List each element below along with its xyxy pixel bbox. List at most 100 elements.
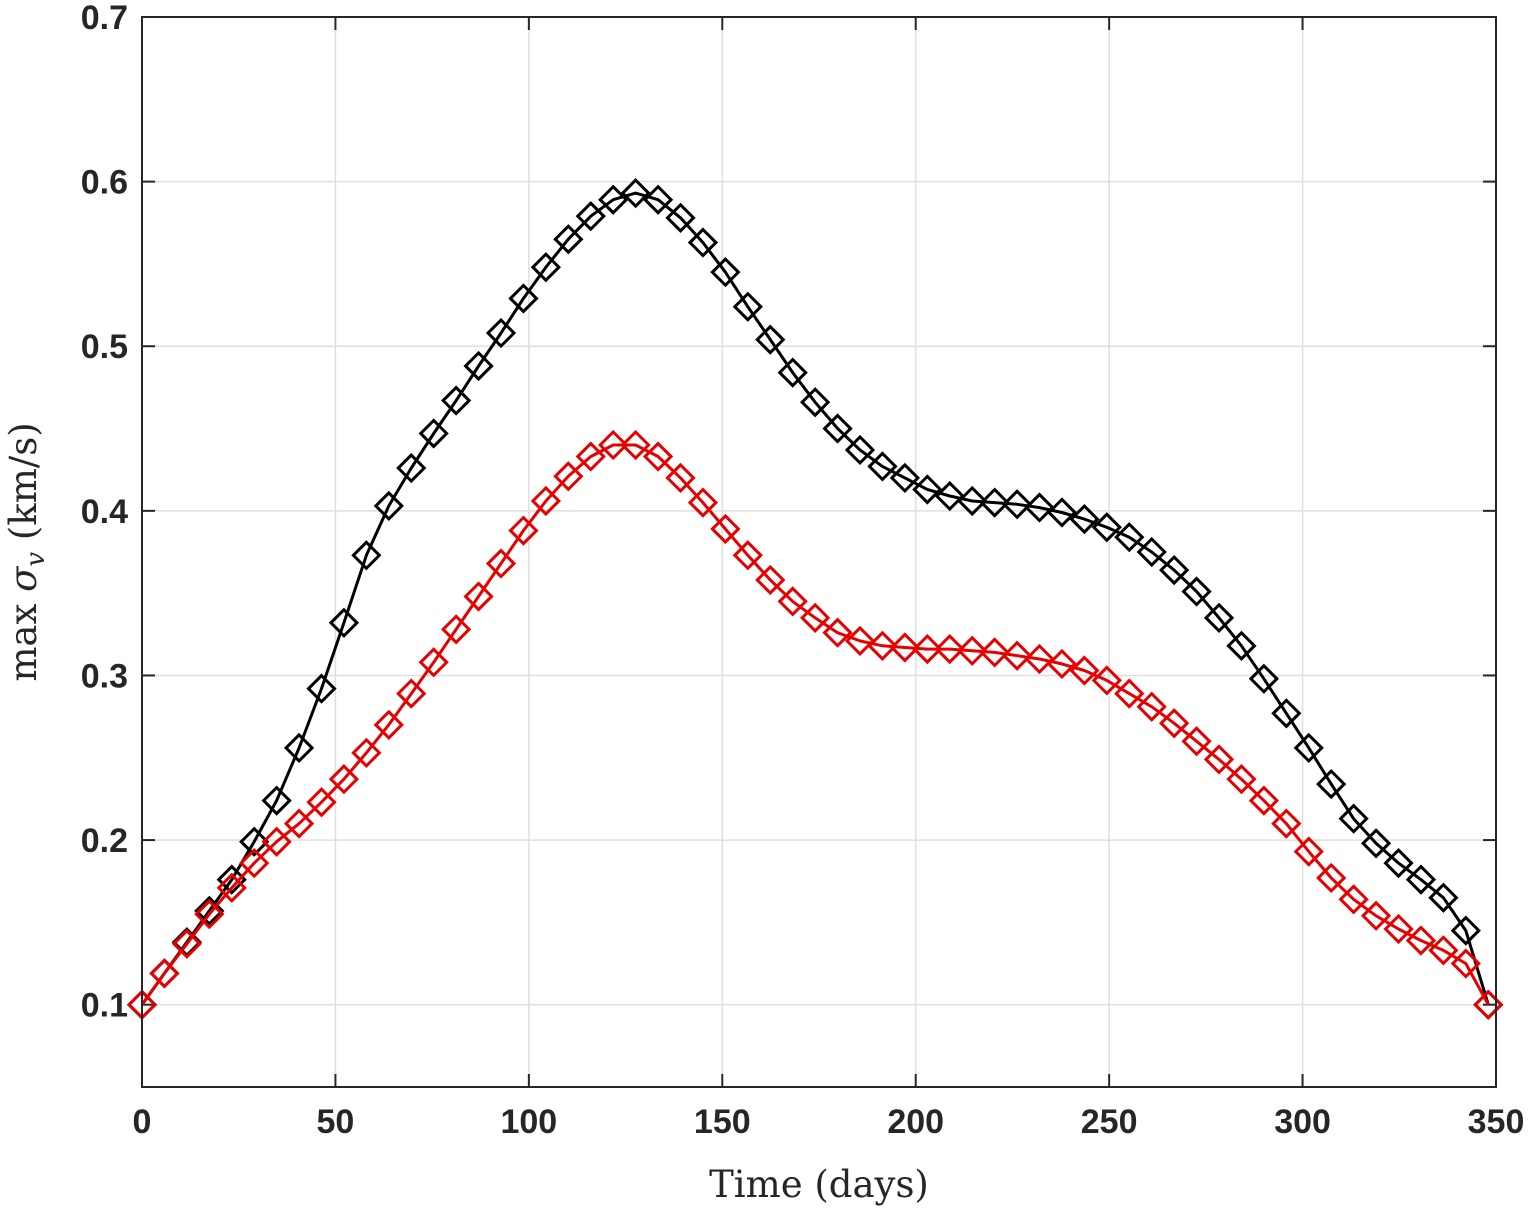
series-1-marker: [441, 385, 472, 416]
series-2-marker: [1024, 643, 1055, 675]
series-1-marker: [598, 184, 629, 215]
series-1-marker: [1405, 864, 1437, 895]
series-1-marker: [463, 350, 494, 382]
series-1-marker: [485, 317, 517, 349]
series-2-marker: [149, 958, 180, 989]
series-2-marker: [1001, 640, 1033, 671]
series-2-marker: [822, 617, 853, 648]
series-1-marker: [328, 607, 360, 638]
series-2-marker: [1226, 764, 1257, 795]
series-2-marker: [1338, 884, 1369, 915]
series-1-marker: [1114, 522, 1145, 553]
series-1-marker: [1360, 828, 1392, 859]
y-tick-labels: 0.1 0.2 0.3 0.4 0.5 0.6 0.7: [81, 0, 128, 1025]
x-tick-label: 150: [694, 1103, 751, 1141]
y-axis-label-subscript: v: [21, 552, 51, 567]
series-2-marker: [508, 515, 539, 546]
series-2-marker: [530, 485, 562, 517]
series-1-marker: [1024, 492, 1055, 523]
y-axis-label-unit: (km/s): [2, 422, 45, 552]
series-2-marker: [1405, 925, 1437, 956]
y-axis-label-prefix: max: [2, 592, 45, 682]
series-1-marker: [1091, 512, 1122, 543]
series-2-marker: [1136, 691, 1167, 722]
series-2-marker: [620, 429, 651, 461]
series-2-marker: [239, 848, 270, 879]
series-2-marker: [1450, 948, 1481, 979]
series-layer: [126, 178, 1504, 1020]
y-axis-label: max σv (km/s): [2, 422, 51, 681]
series-2-marker: [216, 872, 247, 903]
series-1-marker: [1001, 489, 1033, 520]
series-1-marker: [1338, 803, 1369, 834]
x-tick-label: 300: [1274, 1103, 1331, 1141]
series-2-marker: [732, 540, 763, 571]
series-2-marker: [1046, 648, 1078, 680]
series-1-marker: [642, 184, 674, 215]
series-2-marker: [1181, 726, 1212, 757]
y-tick-label: 0.7: [81, 0, 128, 37]
series-2-marker: [1360, 900, 1392, 931]
x-tick-label: 0: [133, 1103, 152, 1141]
series-1-marker: [1316, 768, 1347, 800]
series-1-marker: [800, 387, 831, 418]
series-2-marker: [687, 487, 719, 518]
series-1-marker: [1136, 536, 1167, 568]
series-2-marker: [194, 899, 225, 930]
series-2-marker: [1316, 862, 1347, 894]
series-2-marker: [283, 808, 315, 839]
series-1-marker: [396, 452, 427, 484]
series-2-marker: [934, 634, 965, 665]
series-2-marker: [441, 614, 472, 645]
series-1-marker: [418, 418, 449, 449]
series-1-marker: [216, 864, 247, 895]
y-tick-label: 0.6: [81, 164, 128, 202]
series-1-marker: [620, 178, 651, 209]
series-1-marker: [844, 434, 876, 466]
series-2-marker: [710, 513, 741, 545]
y-axis-label-symbol: σ: [2, 565, 45, 592]
series-2-marker: [1383, 913, 1414, 945]
y-tick-label: 0.4: [81, 493, 128, 531]
x-tick-label: 250: [1081, 1103, 1138, 1141]
series-2-marker: [373, 709, 404, 740]
series-1-marker: [373, 490, 404, 522]
series-1-marker: [1203, 602, 1235, 633]
series-2-marker: [1203, 744, 1235, 775]
x-axis-label: Time (days): [709, 1163, 929, 1206]
series-1-marker: [508, 283, 539, 314]
series-2-marker: [396, 678, 427, 709]
series-1-marker: [575, 201, 606, 232]
series-2-marker: [665, 462, 696, 494]
series-1-marker: [1428, 882, 1459, 913]
series-1-marker: [957, 485, 988, 517]
series-1-marker: [261, 785, 292, 816]
series-1-marker: [351, 540, 382, 571]
series-2-marker: [261, 826, 292, 857]
series-1-marker: [822, 413, 853, 444]
series-2-marker: [463, 581, 494, 612]
x-tick-label: 100: [500, 1103, 557, 1141]
series-1-marker: [665, 202, 696, 233]
plot-area-frame: [141, 16, 1497, 1088]
series-2-marker: [844, 625, 876, 657]
series-2-marker: [800, 602, 831, 633]
series-2-marker: [306, 787, 337, 818]
series-2-marker: [1069, 655, 1100, 686]
x-tick-labels: 0 50 100 150 200 250 300 350: [133, 1103, 1525, 1141]
series-1-marker: [1450, 915, 1481, 946]
series-2-marker: [171, 928, 202, 959]
series-1-marker: [283, 732, 315, 764]
series-2: [126, 429, 1504, 1020]
series-2-marker: [485, 548, 517, 579]
x-tick-label: 200: [887, 1103, 944, 1141]
series-1-marker: [934, 480, 965, 512]
series-1-marker: [710, 257, 741, 288]
series-1-marker: [755, 324, 786, 355]
series-2-marker: [1428, 935, 1459, 966]
series-1-marker: [1271, 698, 1302, 729]
series-1-line: [140, 191, 1490, 1006]
series-1-marker: [553, 224, 584, 255]
series-2-marker: [889, 632, 921, 663]
y-tick-label: 0.3: [81, 657, 128, 695]
